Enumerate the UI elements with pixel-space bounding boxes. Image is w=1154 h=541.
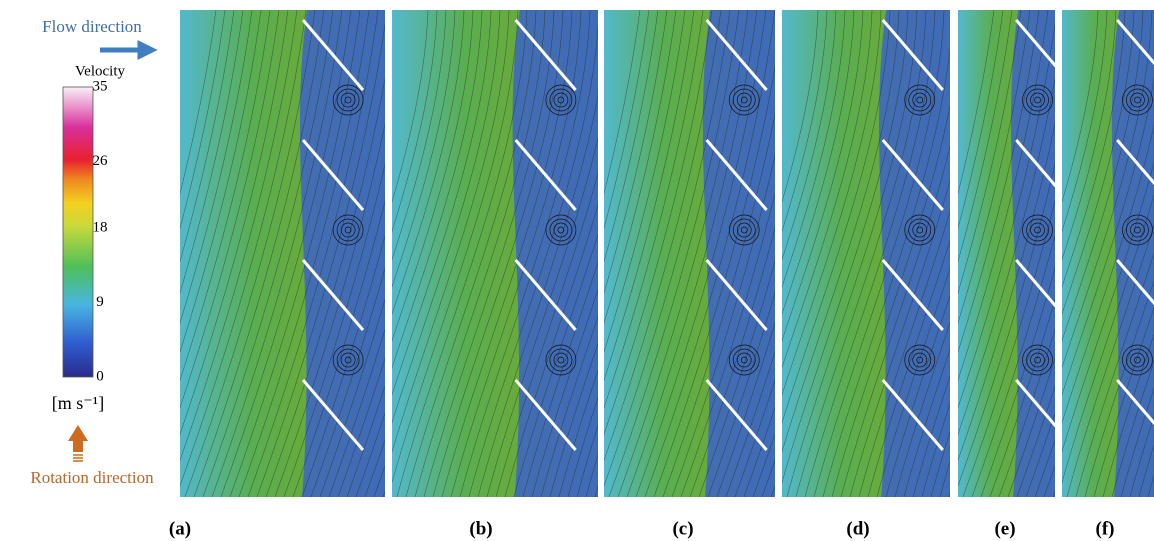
colorbar — [63, 87, 93, 377]
panel-label: (a) — [169, 518, 191, 539]
low-velocity-region — [1011, 10, 1055, 497]
rotation-label: Rotation direction — [30, 468, 154, 487]
flow-arrow — [100, 44, 152, 56]
colorbar-unit: [m s⁻¹] — [52, 393, 104, 413]
low-velocity-region — [1112, 10, 1154, 497]
colorbar-tick-label: 35 — [93, 78, 108, 94]
flow-label: Flow direction — [42, 17, 142, 36]
panel-label: (f) — [1096, 518, 1115, 539]
panel-label: (c) — [672, 518, 693, 539]
colorbar-tick-label: 9 — [96, 294, 104, 310]
low-velocity-region — [703, 10, 775, 497]
panel-label: (e) — [994, 518, 1015, 539]
colorbar-title: Velocity — [75, 63, 125, 79]
rotation-arrow-base — [73, 455, 83, 461]
rotation-arrow — [68, 425, 88, 452]
colorbar-tick-label: 18 — [93, 219, 108, 235]
colorbar-tick-label: 26 — [93, 153, 109, 169]
figure: Flow direction Velocity [m s⁻¹] Rotation… — [0, 0, 1154, 541]
panel-label: (b) — [469, 518, 492, 539]
colorbar-tick-label: 0 — [96, 368, 104, 384]
panel-label: (d) — [846, 518, 869, 539]
